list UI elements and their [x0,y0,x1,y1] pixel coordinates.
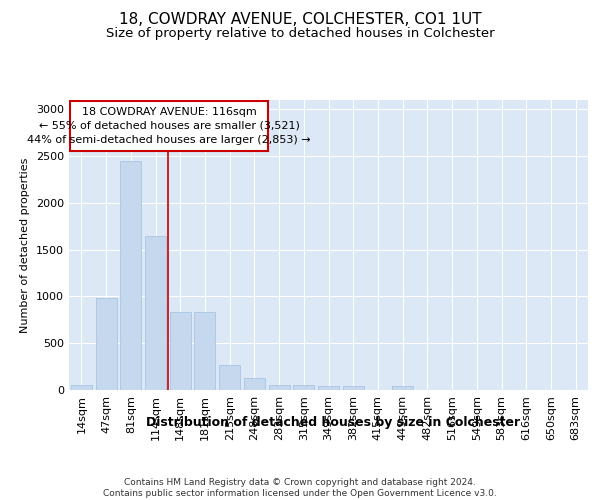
Bar [70,101,268,150]
Bar [219,365,240,390]
Text: 18, COWDRAY AVENUE, COLCHESTER, CO1 1UT: 18, COWDRAY AVENUE, COLCHESTER, CO1 1UT [119,12,481,28]
Bar [145,236,166,390]
Bar [318,386,339,390]
Y-axis label: Number of detached properties: Number of detached properties [20,158,31,332]
Text: 18 COWDRAY AVENUE: 116sqm
← 55% of detached houses are smaller (3,521)
44% of se: 18 COWDRAY AVENUE: 116sqm ← 55% of detac… [27,106,311,144]
Bar [244,378,265,390]
Bar [120,161,141,390]
Text: Size of property relative to detached houses in Colchester: Size of property relative to detached ho… [106,28,494,40]
Bar [95,298,116,390]
Bar [170,312,191,390]
Bar [269,385,290,390]
Bar [71,385,92,390]
Bar [293,386,314,390]
Bar [194,312,215,390]
Bar [343,386,364,390]
Text: Contains HM Land Registry data © Crown copyright and database right 2024.
Contai: Contains HM Land Registry data © Crown c… [103,478,497,498]
Text: Distribution of detached houses by size in Colchester: Distribution of detached houses by size … [146,416,520,429]
Bar [392,386,413,390]
